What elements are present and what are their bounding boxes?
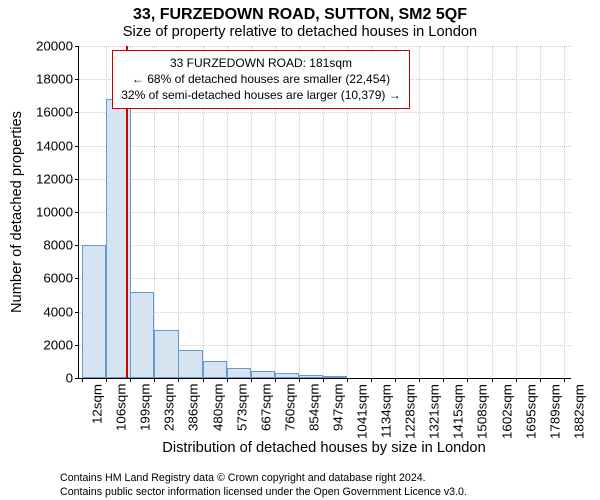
gridline-vertical [467, 46, 468, 378]
gridline-vertical [443, 46, 444, 378]
gridline-vertical [516, 46, 517, 378]
attribution-line: Contains HM Land Registry data © Crown c… [60, 472, 467, 486]
gridline-vertical [540, 46, 541, 378]
annotation-line: 32% of semi-detached houses are larger (… [119, 87, 403, 103]
x-tick-label: 386sqm [186, 384, 201, 431]
x-tick-label: 1134sqm [379, 384, 394, 438]
histogram-bar [130, 292, 154, 378]
chart-container: 33, FURZEDOWN ROAD, SUTTON, SM2 5QF Size… [0, 0, 600, 500]
chart-title: 33, FURZEDOWN ROAD, SUTTON, SM2 5QF [0, 6, 600, 24]
histogram-bar [323, 376, 347, 378]
x-tick-label: 293sqm [162, 384, 177, 431]
x-tick-label: 1041sqm [355, 384, 370, 439]
x-tick-label: 12sqm [90, 384, 105, 424]
histogram-bar [227, 368, 251, 378]
gridline-horizontal [79, 245, 571, 246]
y-tick-label: 2000 [43, 337, 73, 352]
gridline-horizontal [79, 212, 571, 213]
x-tick-label: 667sqm [258, 384, 273, 431]
x-tick-label: 1508sqm [475, 384, 490, 439]
histogram-bar [275, 373, 299, 378]
x-tick-label: 573sqm [234, 384, 249, 431]
annotation-line: ← 68% of detached houses are smaller (22… [119, 71, 403, 87]
gridline-horizontal [79, 146, 571, 147]
x-tick-label: 1789sqm [547, 384, 562, 439]
histogram-bar [251, 371, 275, 378]
annotation-box: 33 FURZEDOWN ROAD: 181sqm← 68% of detach… [112, 50, 410, 109]
histogram-bar [203, 361, 227, 378]
y-tick-label: 0 [66, 371, 73, 386]
gridline-horizontal [79, 46, 571, 47]
y-tick-label: 14000 [36, 138, 73, 153]
gridline-vertical [492, 46, 493, 378]
y-tick-label: 16000 [36, 105, 73, 120]
x-tick-label: 1321sqm [427, 384, 442, 439]
histogram-bar [178, 350, 202, 378]
chart-subtitle: Size of property relative to detached ho… [0, 24, 600, 40]
y-tick-label: 6000 [43, 271, 73, 286]
gridline-horizontal [79, 179, 571, 180]
x-tick-label: 1228sqm [403, 384, 418, 439]
x-tick-label: 1882sqm [571, 384, 586, 439]
x-tick-label: 1415sqm [451, 384, 466, 439]
histogram-bar [82, 245, 106, 378]
x-tick-label: 480sqm [210, 384, 225, 431]
x-tick-label: 106sqm [114, 384, 129, 431]
gridline-vertical [564, 46, 565, 378]
x-tick-label: 1602sqm [499, 384, 514, 439]
x-tick-label: 199sqm [138, 384, 153, 431]
attribution-line: Contains public sector information licen… [60, 486, 467, 500]
y-tick-label: 20000 [36, 39, 73, 54]
gridline-horizontal [79, 278, 571, 279]
x-tick-label: 947sqm [330, 384, 345, 431]
y-tick-label: 10000 [36, 205, 73, 220]
gridline-horizontal [79, 112, 571, 113]
x-tick-label: 1695sqm [523, 384, 538, 439]
y-tick-label: 4000 [43, 304, 73, 319]
y-tick-label: 8000 [43, 238, 73, 253]
histogram-bar [154, 330, 178, 378]
y-tick-label: 18000 [36, 72, 73, 87]
y-tick-label: 12000 [36, 171, 73, 186]
gridline-vertical [419, 46, 420, 378]
x-tick-label: 760sqm [282, 384, 297, 431]
y-axis-label: Number of detached properties [9, 46, 25, 378]
x-tick-label: 854sqm [306, 384, 321, 431]
attribution-text: Contains HM Land Registry data © Crown c… [60, 472, 467, 500]
x-axis-label: Distribution of detached houses by size … [78, 440, 570, 456]
annotation-line: 33 FURZEDOWN ROAD: 181sqm [119, 55, 403, 71]
histogram-bar [299, 375, 323, 378]
